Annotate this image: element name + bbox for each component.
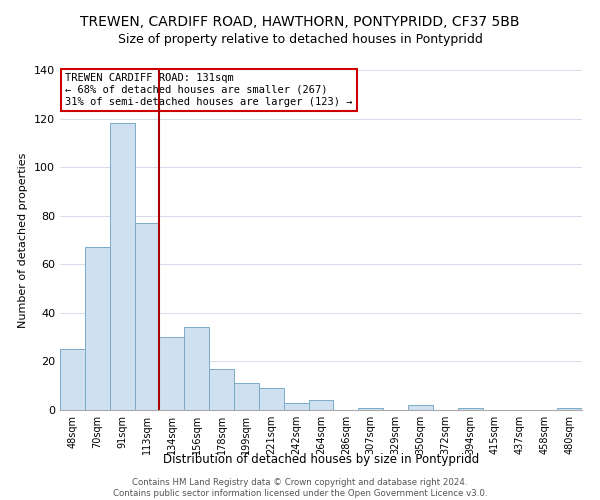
Text: Contains HM Land Registry data © Crown copyright and database right 2024.
Contai: Contains HM Land Registry data © Crown c… <box>113 478 487 498</box>
Bar <box>85 248 110 410</box>
Bar <box>110 124 134 410</box>
Bar <box>308 400 334 410</box>
Bar <box>209 368 234 410</box>
Bar <box>458 408 482 410</box>
Bar <box>408 405 433 410</box>
Y-axis label: Number of detached properties: Number of detached properties <box>19 152 28 328</box>
Bar <box>284 402 308 410</box>
Bar <box>60 350 85 410</box>
Bar <box>234 384 259 410</box>
Bar <box>259 388 284 410</box>
Text: Distribution of detached houses by size in Pontypridd: Distribution of detached houses by size … <box>163 452 479 466</box>
Text: TREWEN, CARDIFF ROAD, HAWTHORN, PONTYPRIDD, CF37 5BB: TREWEN, CARDIFF ROAD, HAWTHORN, PONTYPRI… <box>80 15 520 29</box>
Bar <box>184 328 209 410</box>
Bar <box>160 337 184 410</box>
Text: TREWEN CARDIFF ROAD: 131sqm
← 68% of detached houses are smaller (267)
31% of se: TREWEN CARDIFF ROAD: 131sqm ← 68% of det… <box>65 74 353 106</box>
Bar <box>358 408 383 410</box>
Text: Size of property relative to detached houses in Pontypridd: Size of property relative to detached ho… <box>118 32 482 46</box>
Bar <box>557 408 582 410</box>
Bar <box>134 223 160 410</box>
